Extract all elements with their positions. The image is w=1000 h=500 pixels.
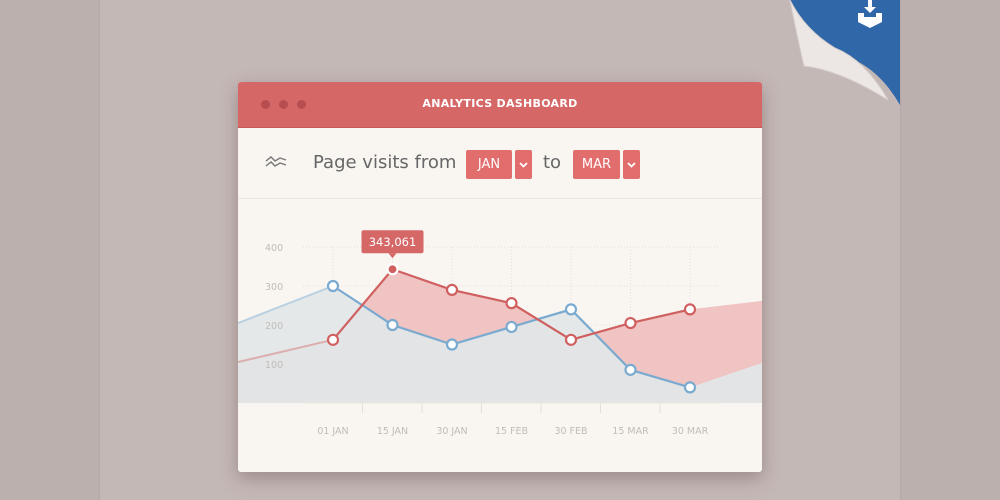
title-bar: ANALYTICS DASHBOARD <box>238 82 762 128</box>
red-data-point <box>564 333 578 346</box>
blue-data-point <box>564 303 578 316</box>
series-edge-line <box>238 338 334 364</box>
close-dot[interactable] <box>261 100 270 109</box>
tooltip-box <box>361 230 424 254</box>
blue-data-point <box>683 381 697 394</box>
download-corner[interactable] <box>770 0 900 105</box>
tooltip-pointer <box>388 253 397 259</box>
filter-bar: Page visits from JAN to MAR <box>238 128 762 199</box>
to-label: to <box>543 152 562 173</box>
x-axis-label: 15 JAN <box>377 426 408 437</box>
y-axis-label: 400 <box>265 243 283 254</box>
filter-label: Page visits from <box>313 152 457 173</box>
from-month-select[interactable]: JAN <box>466 150 512 179</box>
page-visits-chart: 100 200 300 400 01 JAN 15 JAN 30 JAN 15 FEB 30 F… <box>238 230 762 437</box>
download-icon <box>858 0 882 28</box>
to-month-select[interactable]: MAR <box>573 150 620 179</box>
red-data-point <box>445 283 459 296</box>
red-data-point <box>624 316 637 330</box>
x-axis-label: 30 FEB <box>554 426 587 437</box>
chevron-down-icon <box>627 162 636 168</box>
blue-data-point <box>505 320 518 334</box>
to-month-dropdown-button[interactable] <box>623 150 640 179</box>
tooltip-value: 343,061 <box>369 235 417 249</box>
red-data-point <box>505 297 518 310</box>
maximize-dot[interactable] <box>297 100 306 109</box>
window-title: ANALYTICS DASHBOARD <box>422 97 578 110</box>
minimize-dot[interactable] <box>279 100 288 109</box>
x-axis-label: 01 JAN <box>317 426 348 437</box>
red-data-point <box>326 333 340 346</box>
red-data-point <box>683 303 697 316</box>
highlighted-data-point <box>386 263 399 276</box>
trend-lines-icon <box>265 156 287 167</box>
blue-data-point <box>386 318 399 332</box>
y-axis-label: 200 <box>265 321 283 332</box>
x-axis-label: 15 MAR <box>612 426 649 437</box>
blue-data-point <box>624 363 637 376</box>
series-edge-line <box>238 285 334 324</box>
x-axis-label: 30 JAN <box>436 426 467 437</box>
y-axis-label: 100 <box>265 360 283 371</box>
x-axis-label: 15 FEB <box>495 426 528 437</box>
value-tooltip: 343,061 <box>361 230 424 259</box>
blue-data-point <box>326 279 340 293</box>
x-axis-label: 30 MAR <box>672 426 709 437</box>
analytics-window: ANALYTICS DASHBOARD Page visits from JAN… <box>238 82 762 472</box>
chevron-down-icon <box>519 162 528 168</box>
from-month-dropdown-button[interactable] <box>515 150 532 179</box>
blue-data-point <box>445 338 459 351</box>
y-axis-label: 300 <box>265 282 283 293</box>
